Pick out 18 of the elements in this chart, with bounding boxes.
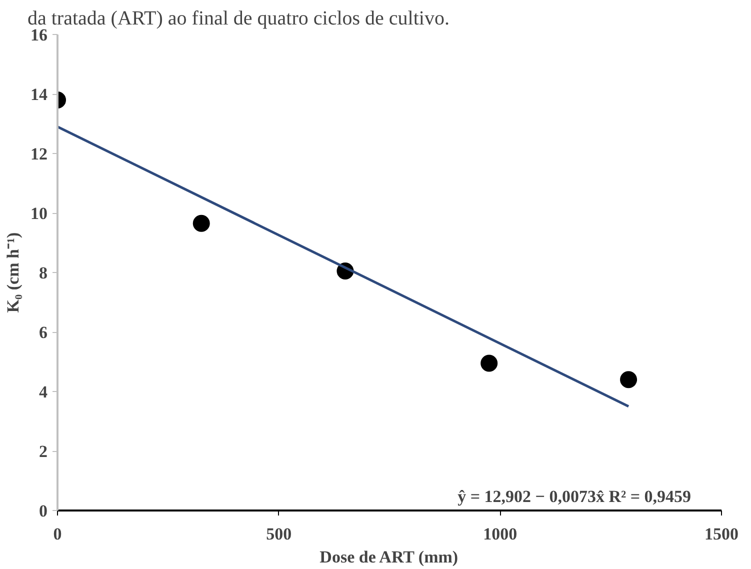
x-tick-label: 0 [53,524,62,544]
y-axis-title: K₀ (cm h⁻¹) [4,232,22,313]
point [480,354,498,372]
x-tick-label: 1000 [483,524,518,544]
x-tick-label: 500 [266,524,292,544]
y-tick-label: 6 [39,323,48,342]
y-tick-label: 8 [39,264,48,282]
y-tick-label: 14 [30,85,48,104]
y-tick-label: 10 [30,204,48,223]
y-tick-label: 2 [39,442,48,461]
point [192,214,210,232]
annotation: ŷ = 12,902 − 0,0073x̂ R² = 0,9459 [458,487,692,506]
y-tick-label: 0 [39,502,48,520]
x-tick-label: 1500 [704,524,738,544]
y-tick-label: 12 [30,144,48,164]
y-tick-label: 4 [39,382,48,402]
x-axis-title: Dose de ART (mm) [320,548,458,566]
point [620,371,638,388]
